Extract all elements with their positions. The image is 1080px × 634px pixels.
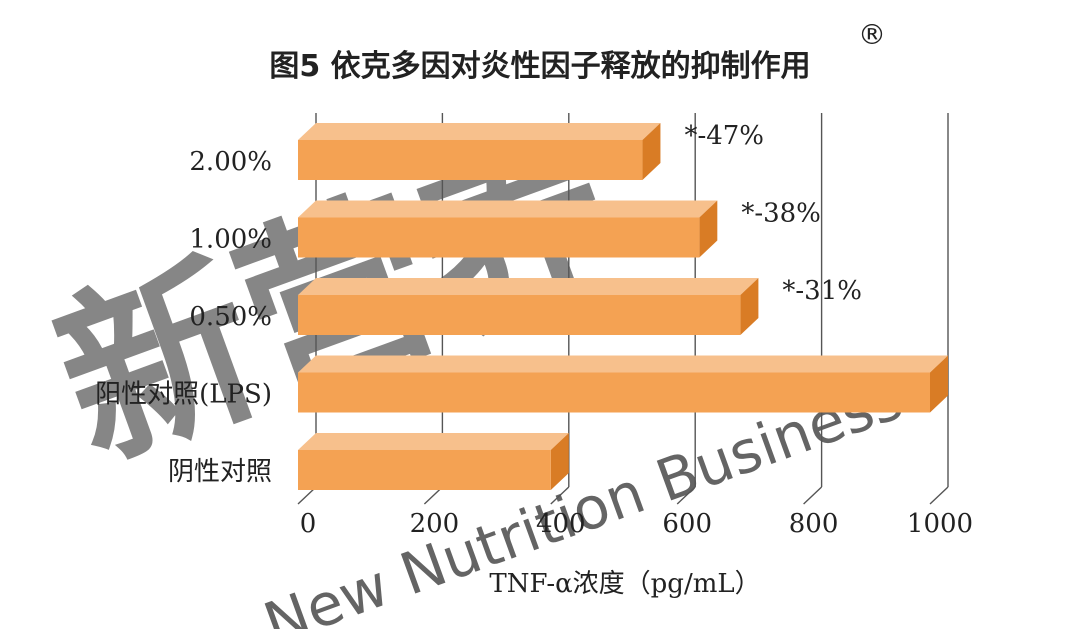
bar-front-3: [298, 372, 930, 413]
bar-top-0: [298, 123, 661, 140]
bar-top-2: [298, 278, 759, 295]
watermark-mark: ®: [858, 18, 886, 51]
x-tick-label-1: 200: [410, 509, 460, 539]
annotation-label-2: *-31%: [782, 276, 862, 306]
gridline-foot-5: [929, 486, 949, 505]
bar-top-1: [298, 200, 718, 218]
bar-3: [298, 355, 948, 413]
bar-front-4: [298, 450, 551, 490]
bar-4: [298, 433, 569, 490]
annotation-label-1: *-38%: [741, 199, 821, 229]
bar-side-1: [699, 200, 718, 258]
gridline-foot-3: [676, 486, 696, 505]
bar-0: [298, 123, 661, 180]
category-label-2: 0.50%: [189, 302, 272, 332]
bar-1: [298, 200, 718, 258]
bar-top-3: [298, 355, 948, 373]
bar-front-0: [298, 140, 643, 180]
category-label-3: 阳性对照(LPS): [95, 380, 272, 410]
bar-side-0: [642, 123, 661, 180]
bar-front-1: [298, 217, 700, 258]
category-label-4: 阴性对照: [168, 457, 272, 487]
x-tick-label-5: 1000: [907, 509, 973, 539]
category-label-1: 1.00%: [189, 225, 272, 255]
bars: [298, 123, 948, 490]
bar-side-3: [930, 355, 948, 413]
bar-front-2: [298, 295, 741, 335]
bar-side-4: [550, 433, 569, 490]
category-label-0: 2.00%: [189, 147, 272, 177]
gridline-foot-4: [803, 486, 823, 505]
x-axis-label: TNF-α浓度（pg/mL）: [489, 569, 760, 599]
bar-top-4: [298, 433, 569, 450]
annotation-label-0: *-47%: [684, 121, 764, 151]
bar-2: [298, 278, 759, 335]
x-tick-label-3: 600: [662, 509, 712, 539]
bar-side-2: [740, 278, 759, 335]
gridline-foot-2: [550, 486, 570, 505]
chart-title: 图5 依克多因对炎性因子释放的抑制作用: [269, 49, 810, 84]
x-tick-label-2: 400: [536, 509, 586, 539]
labels: 0 200 400 600 800 1000 2.00% *-47% 1.00% *-38% 0.5…: [95, 121, 973, 539]
x-tick-label-4: 800: [789, 509, 839, 539]
x-tick-label-0: 0: [300, 509, 317, 539]
